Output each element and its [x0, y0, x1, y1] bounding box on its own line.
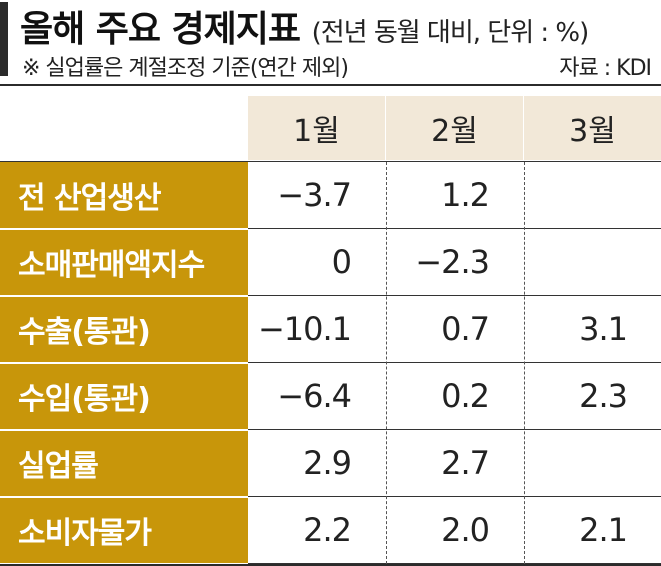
table-cell: 3.1 [579, 310, 628, 348]
row-label: 실업률 [0, 430, 248, 496]
table-cell: 2.9 [303, 444, 352, 482]
source-label: 자료 : KDI [559, 56, 652, 81]
table-cell: 2.1 [579, 511, 628, 549]
table-cell: −2.3 [415, 243, 490, 281]
table-cell [524, 162, 661, 228]
column-header: 1월 [248, 96, 385, 160]
table-cell: 2.0 [441, 511, 490, 549]
table-cell: 0.7 [441, 310, 490, 348]
column-header: 3월 [524, 96, 661, 160]
row-rule [248, 563, 661, 564]
row-rule [248, 362, 661, 363]
row-rule [248, 496, 661, 497]
chart-title: 올해 주요 경제지표 (전년 동월 대비, 단위 : %) [20, 0, 590, 52]
table-cell: 2.7 [441, 444, 490, 482]
table-cell: 1.2 [441, 176, 490, 214]
row-label: 소매판매액지수 [0, 229, 248, 295]
row-separator [0, 429, 248, 431]
table-cell: 2.2 [303, 511, 352, 549]
table-cell [524, 430, 661, 496]
row-label: 소비자물가 [0, 497, 248, 563]
row-separator [0, 496, 248, 498]
table-cell: 0.2 [441, 377, 490, 415]
table-cell: −6.4 [277, 377, 352, 415]
table-cell: 2.3 [579, 377, 628, 415]
table-bottom-rule [0, 564, 661, 566]
column-header: 2월 [386, 96, 523, 160]
unit-note: (전년 동월 대비, 단위 : %) [311, 18, 590, 48]
table-top-rule [0, 84, 661, 86]
column-divider [386, 162, 387, 564]
column-divider [524, 162, 525, 564]
row-label: 전 산업생산 [0, 162, 248, 228]
row-rule [248, 429, 661, 430]
chart-title-text: 올해 주요 경제지표 [20, 9, 301, 50]
table-cell: −3.7 [277, 176, 352, 214]
row-label: 수입(통관) [0, 363, 248, 429]
footnote: ※ 실업률은 계절조정 기준(연간 제외) [22, 56, 349, 81]
header-rule [0, 161, 661, 162]
table-cell [524, 229, 661, 295]
table-cell: 0 [331, 243, 352, 281]
title-accent-bar [0, 2, 8, 76]
row-label: 수출(통관) [0, 296, 248, 362]
row-rule [248, 295, 661, 296]
table-cell: −10.1 [257, 310, 352, 348]
row-separator [0, 228, 248, 230]
row-rule [248, 228, 661, 229]
row-separator [0, 295, 248, 297]
row-separator [0, 362, 248, 364]
